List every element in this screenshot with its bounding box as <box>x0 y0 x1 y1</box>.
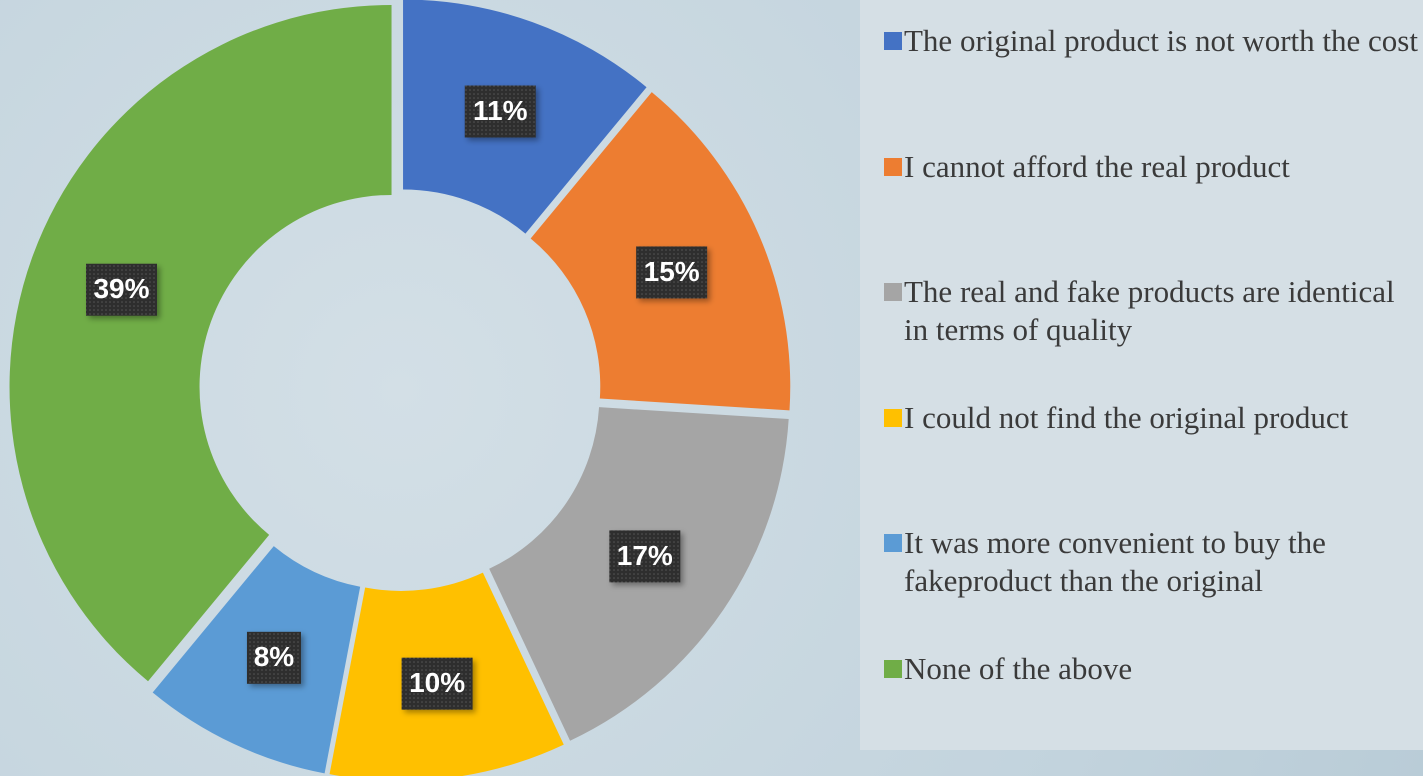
legend-marker <box>884 32 902 50</box>
legend-label: The original product is not worth the co… <box>904 23 1418 58</box>
legend-marker <box>884 534 902 552</box>
legend: The original product is not worth the co… <box>860 0 1423 750</box>
legend-label: None of the above <box>904 650 1133 686</box>
legend-marker <box>884 283 902 301</box>
data-label-text: 11% <box>473 95 528 126</box>
data-label: 8% <box>246 631 301 684</box>
legend-marker <box>884 659 902 678</box>
legend-marker <box>884 157 902 176</box>
data-label-box <box>401 657 473 710</box>
data-label-text: 8% <box>254 641 295 672</box>
data-label: 15% <box>636 246 708 299</box>
data-label-text: 15% <box>644 256 700 287</box>
legend-label: I could not find the original product <box>904 399 1349 435</box>
data-label: 11% <box>464 85 536 138</box>
data-label-box <box>85 263 157 316</box>
legend-label: I cannot afford the real product <box>904 148 1290 184</box>
legend-label: The real and fake products are identical… <box>904 274 1395 347</box>
donut: 11% 15% 17% 10% 8% 39% <box>9 0 791 776</box>
data-label: 39% <box>85 263 157 316</box>
data-label-text: 39% <box>93 273 149 304</box>
data-label-box <box>609 530 681 583</box>
data-label-text: 17% <box>617 540 673 571</box>
data-label-box <box>464 85 536 138</box>
data-label-box <box>246 631 301 684</box>
legend-marker <box>884 408 902 427</box>
data-label: 17% <box>609 530 681 583</box>
data-label-text: 10% <box>409 667 465 698</box>
legend-label: It was more convenient to buy the fakepr… <box>904 525 1326 598</box>
data-label-box <box>636 246 708 299</box>
data-label: 10% <box>401 657 473 710</box>
donut-segment <box>9 4 392 682</box>
